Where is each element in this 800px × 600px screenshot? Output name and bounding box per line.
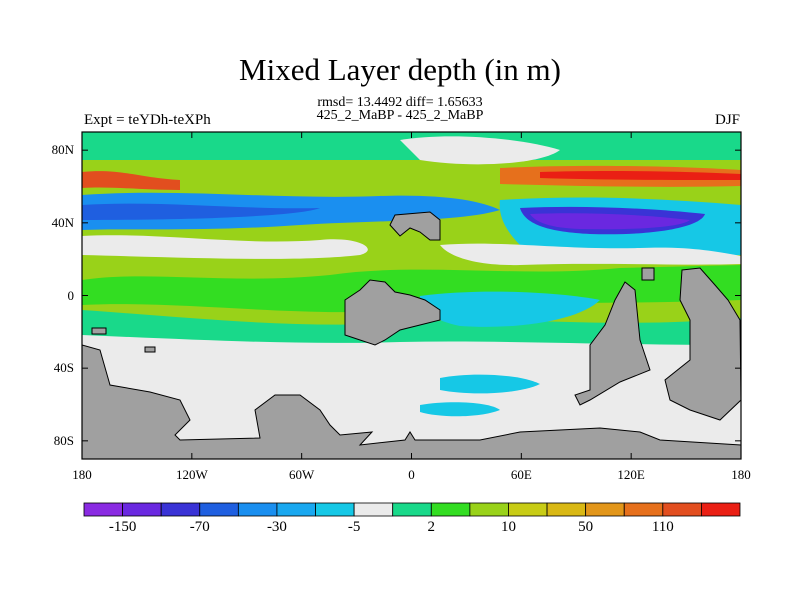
antarctica-land — [82, 344, 741, 459]
colorbar-swatch — [83, 502, 123, 517]
axis-ticks — [81, 132, 742, 459]
small-island — [91, 327, 107, 335]
colorbar-swatch — [546, 502, 587, 517]
colorbar-swatch — [353, 502, 394, 517]
colorbar-label: 10 — [500, 519, 516, 535]
colorbar-swatch — [662, 502, 702, 517]
colorbar-label: -5 — [347, 519, 361, 535]
africa-land — [574, 281, 651, 406]
nh-midlat-dark — [82, 203, 320, 220]
x-tick-label: 60E — [510, 467, 532, 482]
colorbar-label: 2 — [427, 519, 436, 535]
colorbar-swatch — [237, 502, 278, 517]
south-america-land — [344, 279, 441, 346]
colorbar-label: 110 — [651, 519, 674, 535]
colorbar-swatch — [701, 502, 741, 517]
so-cyan-patch — [440, 374, 540, 394]
nh-white-tongue — [82, 235, 368, 259]
band-60n-core — [540, 170, 741, 180]
x-tick-label: 0 — [408, 467, 415, 482]
nw-pacific-core — [530, 213, 690, 230]
x-tick-label: 120E — [617, 467, 645, 482]
colorbar-swatch — [392, 502, 432, 517]
band-60n-west — [82, 171, 180, 190]
colorbar-swatch — [430, 502, 471, 517]
colorbar-swatch — [276, 502, 316, 517]
y-tick-label: 80N — [51, 142, 74, 158]
experiment-label: Expt = teYDh-teXPh — [84, 112, 211, 128]
y-tick-label: 0 — [67, 287, 75, 303]
season-label: DJF — [714, 112, 740, 128]
colorbar-swatch — [469, 502, 509, 517]
y-tick-label: 40N — [51, 214, 74, 230]
asia-land — [664, 267, 741, 421]
chart-title: Mixed Layer depth (in m) — [239, 52, 561, 87]
stats-line: rmsd= 13.4492 diff= 1.65633 — [317, 95, 483, 110]
colorbar-label: -150 — [108, 519, 137, 535]
colorbar — [83, 502, 741, 517]
so-cyan-patch-2 — [420, 402, 500, 417]
y-tick-label: 80S — [53, 432, 74, 448]
eq-cyan — [419, 291, 600, 327]
colorbar-swatch — [199, 502, 239, 517]
arctic-white — [400, 136, 560, 165]
island-land — [641, 267, 655, 281]
small-island-2 — [144, 346, 156, 353]
field-layer — [82, 132, 741, 459]
colorbar-swatch — [160, 502, 201, 517]
colorbar-swatch — [623, 502, 664, 517]
colorbar-label: 50 — [578, 519, 594, 535]
land-masses — [82, 211, 741, 459]
colorbar-swatch — [315, 502, 355, 517]
x-tick-label: 180 — [72, 467, 92, 482]
y-tick-label: 40S — [53, 360, 74, 376]
x-tick-label: 180 — [731, 467, 751, 482]
colorbar-label: -70 — [189, 519, 210, 535]
colorbar-swatch — [122, 502, 162, 517]
chart-subtitle: 425_2_MaBP - 425_2_MaBP — [316, 108, 484, 123]
x-tick-label: 60W — [289, 467, 315, 482]
colorbar-swatch — [508, 502, 548, 517]
colorbar-label: -30 — [266, 519, 287, 535]
north-america-land — [389, 211, 441, 241]
colorbar-swatch — [585, 502, 625, 517]
x-tick-label: 120W — [175, 467, 208, 482]
pacific-white-tongue — [440, 243, 741, 266]
